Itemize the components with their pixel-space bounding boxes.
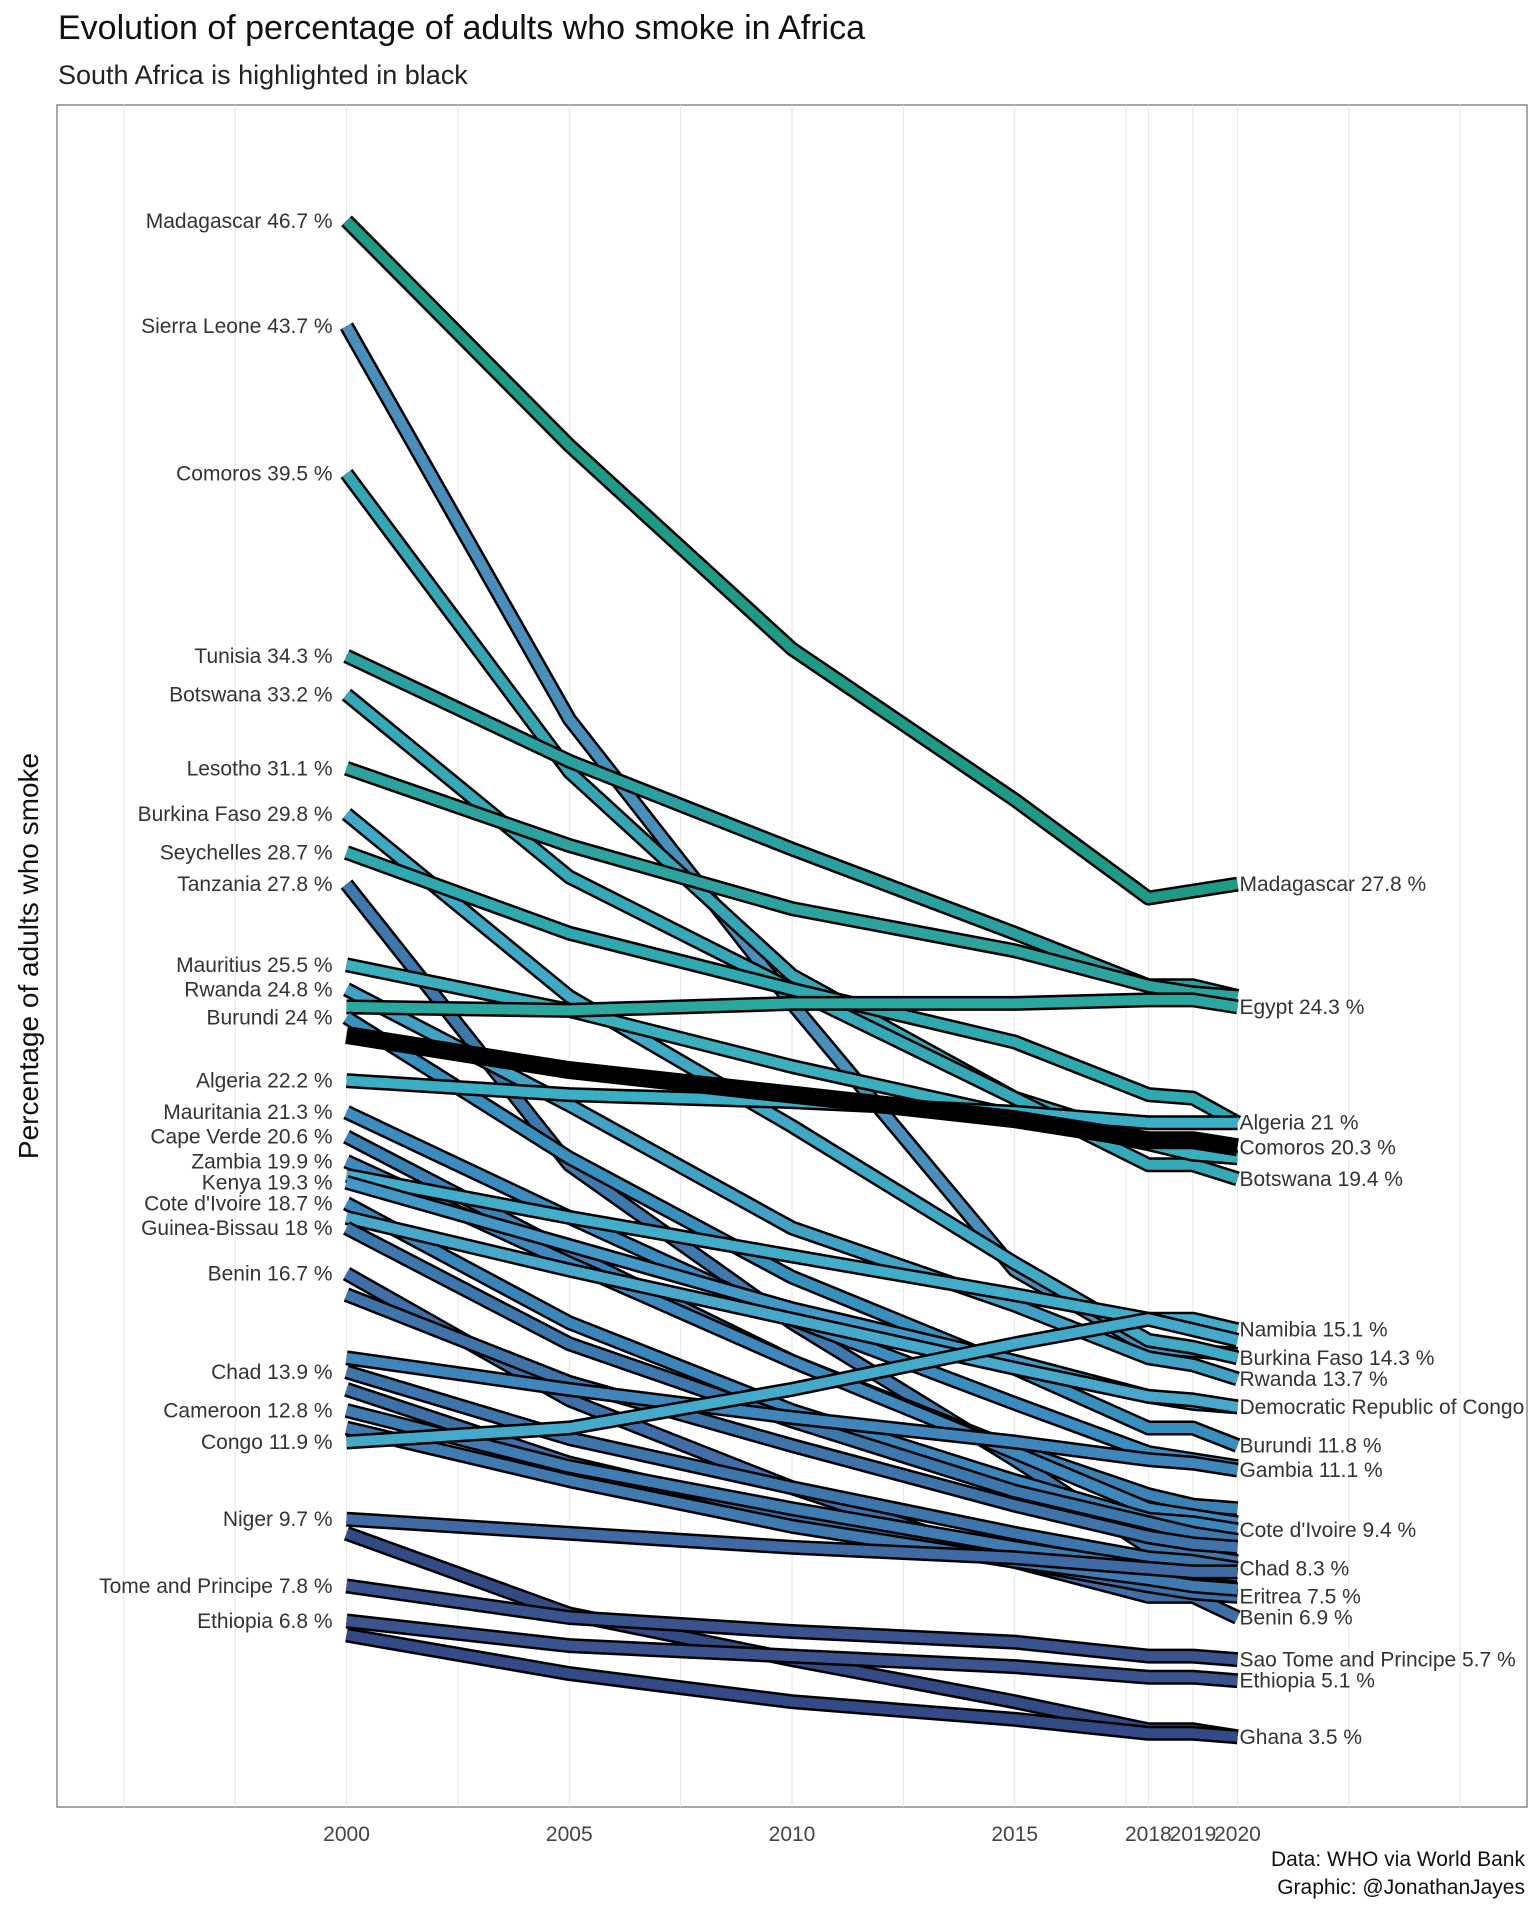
x-tick-2018: 2018: [1125, 1823, 1172, 1846]
start-label-congo: Congo 11.9 %: [201, 1431, 333, 1454]
x-tick-2000: 2000: [323, 1823, 370, 1846]
start-label-cameroon: Cameroon 12.8 %: [163, 1399, 332, 1422]
start-label-niger: Niger 9.7 %: [223, 1508, 333, 1531]
series-cote-d-ivoire: [342, 1196, 1239, 1538]
end-label-eritrea: Eritrea 7.5 %: [1239, 1585, 1360, 1608]
start-label-tanzania: Tanzania 27.8 %: [177, 873, 332, 896]
start-label-benin: Benin 16.7 %: [208, 1263, 333, 1286]
series-line-ethiopia: [345, 1616, 1238, 1686]
chart-subtitle: South Africa is highlighted in black: [58, 60, 468, 90]
series-line-madagascar: [342, 217, 1239, 904]
series-south-africa: [345, 1026, 1239, 1157]
series-niger: [346, 1511, 1238, 1580]
series-madagascar: [341, 215, 1239, 906]
series-line-seychelles: [344, 847, 1240, 1128]
series-line-democratic-republic-of-congo: [345, 1212, 1239, 1412]
start-label-ethiopia: Ethiopia 6.8 %: [197, 1610, 332, 1633]
x-tick-2010: 2010: [769, 1823, 816, 1846]
series-gambia: [345, 1350, 1239, 1478]
start-label-tunisia: Tunisia 34.3 %: [194, 645, 332, 668]
series-chad: [344, 1364, 1239, 1576]
series-democratic-republic-of-congo: [344, 1210, 1239, 1415]
end-label-democratic-republic-of-congo: Democratic Republic of Congo: [1239, 1396, 1524, 1419]
series-lines: [339, 215, 1242, 1745]
start-label-cote-d-ivoire: Cote d'Ivoire 18.7 %: [144, 1192, 332, 1215]
start-label-mauritania: Mauritania 21.3 %: [163, 1101, 332, 1124]
series-malawi: [345, 1627, 1239, 1745]
series-line-burkina-faso: [343, 810, 1239, 1363]
start-label-mauritius: Mauritius 25.5 %: [176, 954, 332, 977]
start-label-cape-verde: Cape Verde 20.6 %: [150, 1126, 332, 1149]
series-burkina-faso: [341, 808, 1240, 1366]
series-seychelles: [343, 845, 1242, 1130]
series-rwanda: [343, 982, 1240, 1387]
start-label-sao-tome-and-principe: Tome and Principe 7.8 %: [99, 1575, 332, 1598]
caption-graphic: Graphic: @JonathanJayes: [1277, 1876, 1525, 1899]
end-label-egypt: Egypt 24.3 %: [1239, 996, 1364, 1019]
series-line-niger: [346, 1514, 1238, 1577]
end-label-gambia: Gambia 11.1 %: [1239, 1459, 1382, 1482]
series-guinea-bissau: [343, 1221, 1239, 1548]
end-label-ghana: Ghana 3.5 %: [1239, 1726, 1362, 1749]
end-label-ethiopia: Ethiopia 5.1 %: [1239, 1670, 1374, 1693]
series-line-namibia: [345, 1170, 1239, 1335]
start-label-chad: Chad 13.9 %: [211, 1361, 332, 1384]
end-label-sao-tome-and-principe: Sao Tome and Principe 5.7 %: [1239, 1649, 1515, 1672]
series-congo: [346, 1311, 1240, 1450]
series-line-egypt: [346, 994, 1239, 1016]
start-label-lesotho: Lesotho 31.1 %: [187, 757, 333, 780]
start-labels: Madagascar 46.7 % Sierra Leone 43.7 % Como…: [99, 210, 332, 1633]
start-label-botswana: Botswana 33.2 %: [169, 684, 332, 707]
end-label-rwanda: Rwanda 13.7 %: [1239, 1368, 1387, 1391]
end-label-madagascar: Madagascar 27.8 %: [1239, 873, 1426, 896]
series-line-rwanda: [344, 984, 1240, 1384]
series-outline-south-africa: [345, 1026, 1239, 1157]
start-label-zambia: Zambia 19.9 %: [191, 1150, 332, 1173]
start-label-sierra-leone: Sierra Leone 43.7 %: [141, 315, 332, 338]
series-egypt: [346, 992, 1239, 1018]
series-line-malawi: [345, 1630, 1238, 1742]
start-label-rwanda: Rwanda 24.8 %: [184, 978, 332, 1001]
end-labels: Madagascar 27.8 % Comoros 20.3 % Botswana …: [1239, 873, 1524, 1749]
series-line-sao-tome-and-principe: [345, 1580, 1238, 1665]
start-label-guinea-bissau: Guinea-Bissau 18 %: [141, 1217, 332, 1240]
end-label-cote-d-ivoire: Cote d'Ivoire 9.4 %: [1239, 1519, 1416, 1542]
series-namibia: [345, 1167, 1240, 1338]
series-line-congo: [346, 1314, 1239, 1447]
chart-title: Evolution of percentage of adults who sm…: [58, 9, 865, 47]
start-label-seychelles: Seychelles 28.7 %: [160, 841, 333, 864]
series-line-chad: [345, 1367, 1239, 1574]
end-label-namibia: Namibia 15.1 %: [1239, 1319, 1387, 1342]
series-line-gambia: [345, 1352, 1239, 1476]
end-label-benin: Benin 6.9 %: [1239, 1606, 1352, 1629]
series-line-cote-d-ivoire: [344, 1198, 1239, 1535]
series-line-botswana: [343, 690, 1239, 1184]
end-label-algeria: Algeria 21 %: [1239, 1112, 1358, 1135]
end-label-burkina-faso: Burkina Faso 14.3 %: [1239, 1347, 1434, 1370]
series-sao-tome-and-principe: [345, 1578, 1239, 1668]
caption-source: Data: WHO via World Bank: [1271, 1848, 1526, 1871]
series-botswana: [341, 688, 1240, 1186]
x-tick-2020: 2020: [1214, 1823, 1261, 1846]
y-axis-label: Percentage of adults who smoke: [13, 753, 44, 1159]
series-ethiopia: [345, 1613, 1239, 1689]
start-label-madagascar: Madagascar 46.7 %: [146, 210, 333, 233]
end-label-chad: Chad 8.3 %: [1239, 1557, 1349, 1580]
end-label-burundi: Burundi 11.8 %: [1239, 1435, 1381, 1458]
x-tick-2005: 2005: [546, 1823, 593, 1846]
start-label-burundi: Burundi 24 %: [206, 1006, 332, 1029]
start-label-algeria: Algeria 22.2 %: [196, 1070, 333, 1093]
start-label-kenya: Kenya 19.3 %: [202, 1171, 333, 1194]
x-tick-2015: 2015: [991, 1823, 1038, 1846]
start-label-comoros: Comoros 39.5 %: [176, 462, 332, 485]
start-label-burkina-faso: Burkina Faso 29.8 %: [138, 803, 333, 826]
x-tick-2019: 2019: [1170, 1823, 1217, 1846]
series-line-guinea-bissau: [344, 1223, 1239, 1546]
end-label-comoros: Comoros 20.3 %: [1239, 1136, 1395, 1159]
end-label-botswana: Botswana 19.4 %: [1239, 1168, 1402, 1191]
